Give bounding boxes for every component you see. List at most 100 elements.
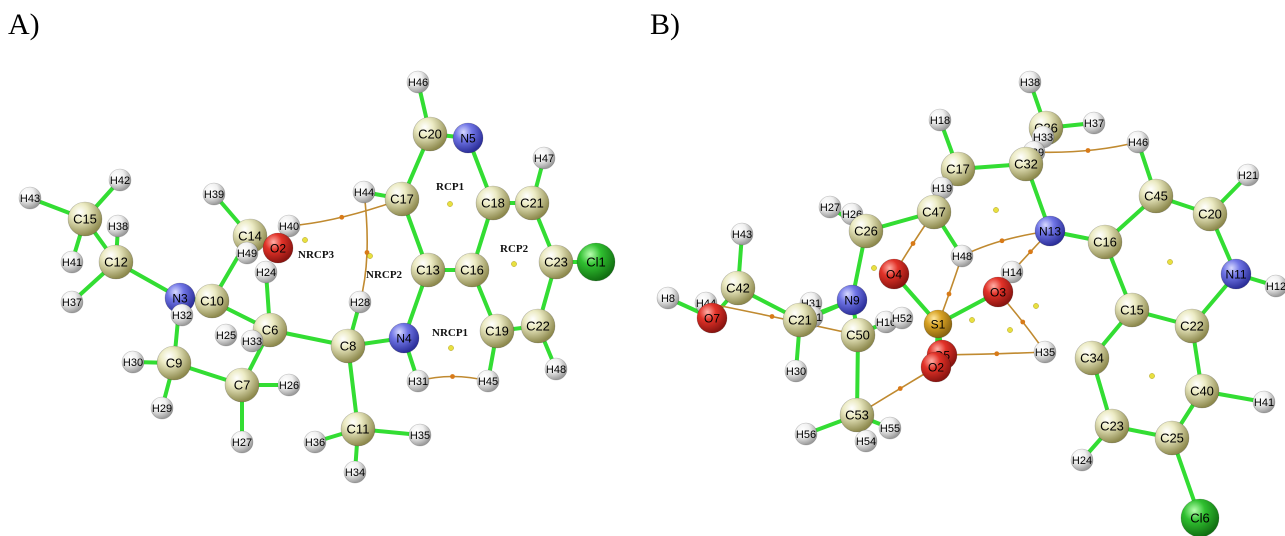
bond-critical-point <box>1020 319 1026 325</box>
atom-label: H37 <box>1084 118 1104 130</box>
atom-C45: C45 <box>1138 178 1174 214</box>
atom-label: H33 <box>1033 132 1053 144</box>
critical-point-label: RCP2 <box>500 243 529 255</box>
atom-C10: C10 <box>194 283 230 319</box>
atom-O7: O7 <box>696 302 728 334</box>
atom-label: H42 <box>110 175 130 187</box>
atom-C21: C21 <box>782 302 818 338</box>
atom-C20: C20 <box>1192 196 1228 232</box>
atom-N4: N4 <box>388 322 420 354</box>
atom-label: N11 <box>1225 267 1246 281</box>
atom-label: O4 <box>886 267 902 281</box>
atom-C22: C22 <box>1174 308 1210 344</box>
atom-sphere <box>923 309 953 339</box>
atom-H46: H46 <box>1126 130 1150 154</box>
atom-H18: H18 <box>928 108 952 132</box>
atom-sphere <box>1220 258 1252 290</box>
atom-sphere <box>1034 215 1066 247</box>
atom-sphere <box>67 201 103 237</box>
atom-sphere <box>1008 146 1044 182</box>
atom-label: H28 <box>350 297 370 309</box>
atom-label: O7 <box>704 311 720 325</box>
atom-label: C15 <box>1120 303 1144 318</box>
atom-H43: H43 <box>18 186 42 210</box>
atom-label: C17 <box>946 162 970 177</box>
atom-sphere <box>412 116 448 152</box>
atom-label: H38 <box>108 221 128 233</box>
atom-sphere <box>121 350 145 374</box>
atom-H28: H28 <box>348 290 372 314</box>
atom-label: H27 <box>820 202 840 214</box>
atom-sphere <box>1252 390 1276 414</box>
atom-label: C40 <box>1190 384 1214 399</box>
atom-sphere <box>878 258 910 290</box>
atom-label: H52 <box>892 313 912 325</box>
atom-Cl1: Cl1 <box>576 242 616 282</box>
atom-label: H39 <box>204 189 224 201</box>
atom-sphere <box>1184 373 1220 409</box>
atom-H39: H39 <box>202 182 226 206</box>
atom-H35: H35 <box>408 423 432 447</box>
atom-H38: H38 <box>106 214 130 238</box>
atom-label: C26 <box>854 224 878 239</box>
atom-label: C25 <box>1160 431 1184 446</box>
atom-sphere <box>170 303 194 327</box>
atom-label: C16 <box>1093 235 1117 250</box>
atom-H30: H30 <box>121 350 145 374</box>
bond-critical-point <box>450 374 455 379</box>
atom-sphere <box>1082 111 1106 135</box>
atom-H37: H37 <box>60 290 84 314</box>
atom-H35: H35 <box>1033 340 1057 364</box>
atom-C17: C17 <box>384 181 420 217</box>
bond-critical-point <box>946 291 952 297</box>
atom-C19: C19 <box>479 313 515 349</box>
atom-sphere <box>340 411 376 447</box>
atom-sphere <box>277 373 301 397</box>
bond-path-H40-C17 <box>288 198 403 227</box>
atom-sphere <box>794 422 818 446</box>
atom-label: C22 <box>526 319 550 334</box>
atom-H33: H33 <box>240 329 264 353</box>
atom-sphere <box>388 322 420 354</box>
atom-label: C7 <box>234 378 251 393</box>
bond-critical-point <box>1028 249 1033 255</box>
atom-label: C8 <box>340 339 357 354</box>
bond-path-O5-H35 <box>941 351 1046 356</box>
atom-N5: N5 <box>452 122 484 154</box>
atom-sphere <box>720 270 756 306</box>
atom-C25: C25 <box>1154 420 1190 456</box>
critical-point-label: NRCP1 <box>432 327 468 339</box>
atom-label: C13 <box>416 263 440 278</box>
atom-label: H32 <box>172 310 192 322</box>
atom-label: H47 <box>534 153 554 165</box>
atom-sphere <box>343 460 367 484</box>
atom-H52: H52 <box>890 306 914 330</box>
critical-point-label: RCP1 <box>436 181 464 193</box>
atom-sphere <box>520 308 556 344</box>
atom-label: C45 <box>1144 189 1168 204</box>
critical-points-layer: RCP1 RCP2 NRCP1 NRCP2 NRCP3 <box>298 181 1173 379</box>
atom-label: H41 <box>62 257 82 269</box>
atom-label: H40 <box>279 221 299 233</box>
atom-H19: H19 <box>930 176 954 200</box>
atom-H29: H29 <box>150 396 174 420</box>
atom-sphere <box>1033 340 1057 364</box>
atom-H42: H42 <box>108 168 132 192</box>
panel-label-b: B) <box>650 8 680 41</box>
atom-sphere <box>224 367 260 403</box>
atom-label: H27 <box>232 437 252 449</box>
panel-label-a: A) <box>8 8 40 41</box>
atom-label: H19 <box>932 183 952 195</box>
bond-critical-point <box>910 241 916 246</box>
atom-H14: H14 <box>1000 260 1024 284</box>
atom-C17: C17 <box>940 151 976 187</box>
atom-label: C21 <box>520 196 544 211</box>
atom-sphere <box>410 252 446 288</box>
atom-label: C18 <box>481 196 505 211</box>
atom-sphere <box>194 283 230 319</box>
atom-H34: H34 <box>343 460 367 484</box>
atom-label: C42 <box>726 281 750 296</box>
atom-sphere <box>156 345 192 381</box>
atom-sphere <box>1180 498 1220 536</box>
atom-C16: C16 <box>454 252 490 288</box>
